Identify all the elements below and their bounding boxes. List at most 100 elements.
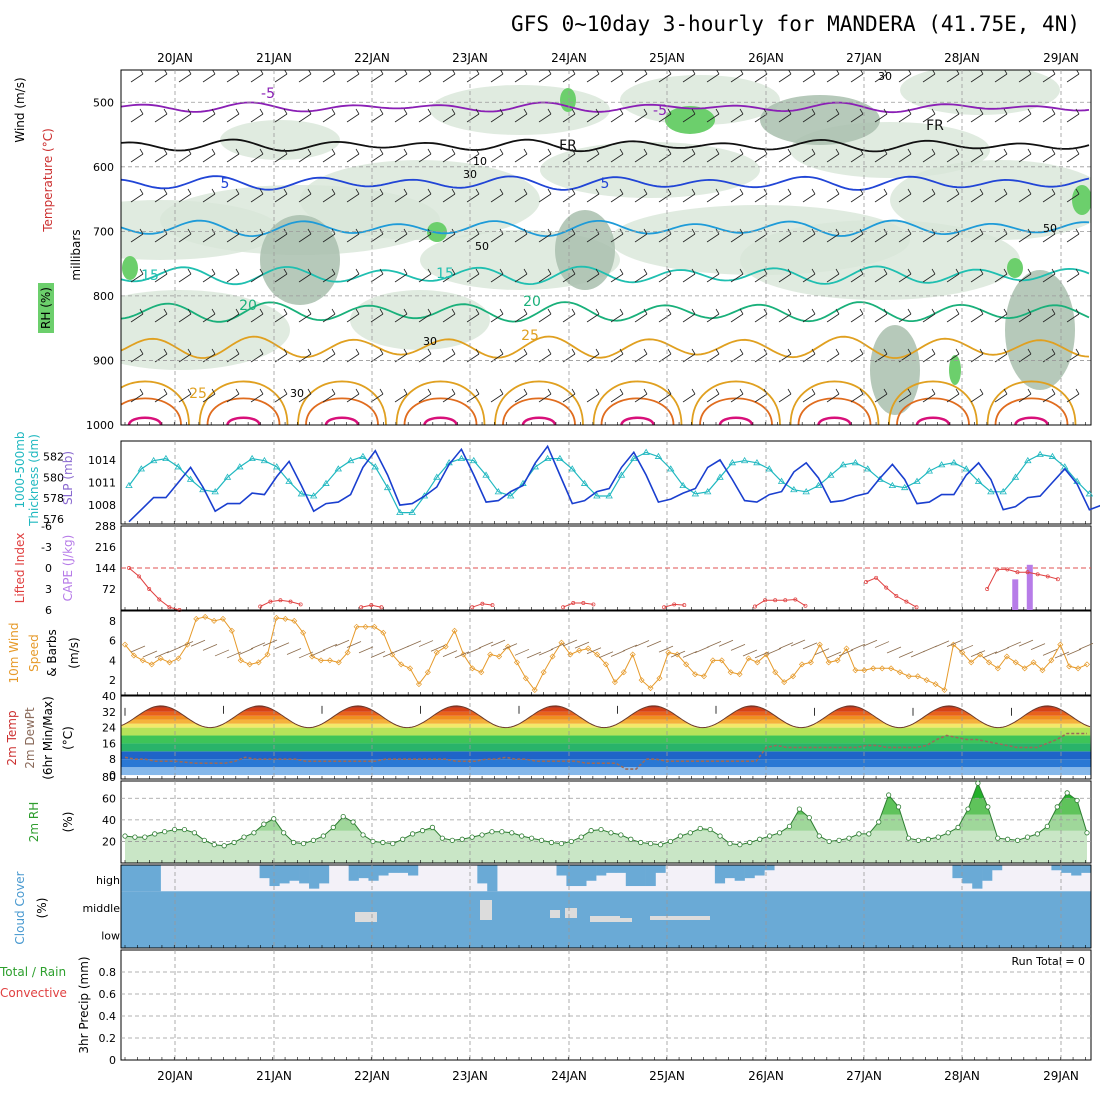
lifted-index-line [986, 568, 1059, 590]
surface-wind-barb [130, 645, 146, 653]
wind-barb-feather [547, 188, 552, 195]
thickness-marker [383, 483, 392, 491]
rh-marker [191, 830, 198, 836]
surface-wind-barb [610, 650, 626, 657]
wind-speed-marker [540, 669, 547, 676]
contour-label: 5 [221, 176, 230, 192]
wind-barb-feather [308, 70, 312, 75]
surface-wind-barb [214, 649, 230, 657]
wind-barb [322, 393, 336, 403]
y-tick-label: 80 [102, 771, 116, 784]
wind-barb [682, 233, 696, 243]
wind-barb [394, 113, 408, 123]
wind-barb [394, 273, 408, 283]
wind-barb-feather [643, 388, 648, 395]
thickness-marker [1011, 473, 1020, 480]
wind-barb-feather [1003, 268, 1008, 275]
wind-barb-feather [907, 148, 912, 155]
surface-wind-barb [154, 651, 170, 658]
wind-barb [1018, 193, 1032, 203]
wind-barb-feather [931, 188, 936, 195]
wind-barb-feather [523, 188, 528, 195]
wind-barb [154, 73, 168, 83]
wind-barb-feather [451, 268, 456, 275]
wind-barb-feather [427, 148, 432, 155]
wind-barb [874, 153, 888, 163]
wind-barb [610, 113, 624, 123]
bottom-date-label: 22JAN [354, 1069, 390, 1083]
chart-title: GFS 0~10day 3-hourly for MANDERA (41.75E… [511, 12, 1080, 36]
wind-barb [154, 313, 168, 323]
wind-speed-marker [914, 673, 921, 680]
wind-barb-feather [547, 148, 552, 155]
wind-barb [874, 113, 888, 123]
contour-label: 20 [523, 294, 541, 310]
wind-barb [418, 193, 432, 203]
wind-barb [730, 273, 744, 283]
wind-speed-marker [585, 645, 592, 652]
surface-wind-barb [574, 641, 590, 649]
wind-barb-feather [787, 348, 792, 355]
wind-barb-feather [475, 108, 480, 115]
surface-wind-barb [754, 651, 770, 659]
high-cloud-bar [309, 865, 320, 889]
y-tick-label: 0 [45, 562, 52, 575]
wind-barb-feather [1051, 388, 1056, 395]
wind-barb [826, 113, 840, 123]
panel-frame [120, 864, 1092, 949]
wind-barb-feather [1027, 348, 1032, 355]
wind-barb-feather [883, 348, 888, 355]
wind-barb [730, 313, 744, 323]
wind-speed-marker [816, 641, 823, 648]
rh-marker [737, 842, 743, 848]
wind-barb [706, 193, 720, 203]
side-label-2m-rh: 2m RH [27, 802, 41, 843]
wind-barb [706, 113, 720, 123]
surface-wind-barb [394, 645, 410, 653]
wind-barb [778, 153, 792, 163]
high-cloud-bar [596, 865, 607, 876]
high-cloud-bar [576, 865, 587, 887]
surface-wind-barb [682, 651, 698, 658]
side-label-cloud-cover: Cloud Cover [13, 871, 27, 944]
wind-barb-feather [259, 188, 264, 195]
wind-speed-marker [567, 651, 574, 658]
side-label-wind10m: 10m Wind [7, 623, 21, 684]
thickness-marker [667, 465, 675, 472]
rh-marker [598, 826, 604, 833]
rh-marker [320, 833, 326, 839]
surface-wind-barb [430, 644, 446, 652]
wind-barb-feather [403, 388, 408, 395]
lifted-index-line [865, 577, 917, 608]
wind-barb [202, 73, 216, 83]
rh-shade-moist [949, 355, 961, 385]
wind-speed-marker [282, 615, 289, 622]
y-tick-label: 0.8 [99, 966, 117, 979]
wind-speed-marker [994, 665, 1001, 672]
wind-speed-marker [852, 667, 859, 674]
precip-panel: 0.8 0.6 0.4 0.2 0 Run Total = 0 [99, 949, 1092, 1067]
temp-color-band [121, 759, 1091, 768]
wind-barb [490, 193, 504, 203]
wind-speed-marker [166, 659, 173, 666]
wind-barb-feather [667, 108, 672, 115]
wind-barb [418, 153, 432, 163]
wind-barb-feather [811, 388, 816, 395]
high-cloud-bar [764, 865, 775, 871]
wind-barb-feather [427, 388, 432, 395]
wind-barb-feather [691, 148, 696, 155]
high-cloud-bar [586, 865, 597, 881]
surface-wind-barb [634, 640, 650, 647]
wind-barb [178, 153, 192, 163]
surface-wind-barb [442, 650, 458, 657]
thickness-marker [346, 456, 355, 464]
wind-barb [130, 273, 144, 283]
wind-barb-feather [595, 348, 600, 355]
surface-wind-barb [358, 646, 374, 654]
wind-barb [322, 193, 336, 203]
rh-marker [975, 780, 981, 786]
surface-isotherm-loop [691, 380, 781, 425]
lifted-index-line [472, 603, 493, 608]
wind-barb-feather [187, 348, 192, 355]
wind-barb-feather [571, 188, 576, 195]
